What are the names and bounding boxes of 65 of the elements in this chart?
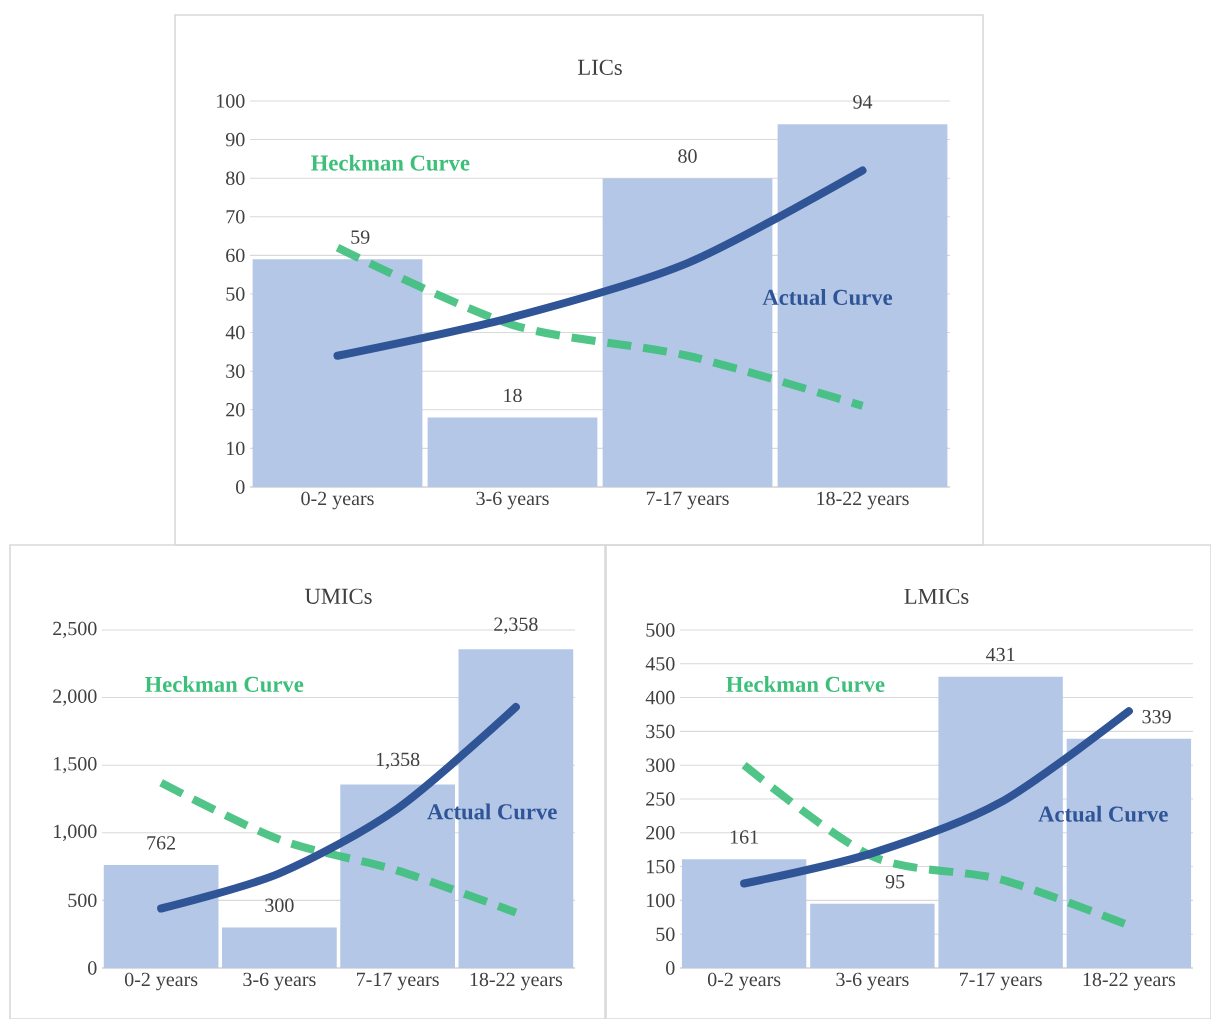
x-tick-label: 0-2 years <box>707 972 781 991</box>
y-tick-label: 350 <box>646 724 675 739</box>
text: Heckman Curve <box>144 676 304 693</box>
y-tick-label: 1,500 <box>54 757 97 774</box>
y-tick-label: 60 <box>226 248 245 263</box>
x-tick-label: 18-22 years <box>1083 972 1176 991</box>
y-tick-label: 2,000 <box>53 689 97 706</box>
y-tick-label: 0 <box>88 961 97 975</box>
data-label: 2,358 <box>494 617 538 634</box>
x-tick-label: 7-17 years <box>646 491 729 510</box>
data-label: 18 <box>504 388 522 403</box>
y-tick-label: 100 <box>647 893 675 908</box>
y-tick-label: 0 <box>236 480 245 494</box>
text: Heckman Curve <box>311 154 470 171</box>
y-tick-label: 450 <box>645 657 675 671</box>
y-tick-label: 0 <box>666 961 675 975</box>
y-tick-label: 2,500 <box>53 621 97 639</box>
x-tick-label: 3-6 years <box>476 491 549 510</box>
x-tick-label: 18-22 years <box>817 491 909 510</box>
chart-title: LICs <box>577 59 622 75</box>
data-label: 80 <box>678 149 697 163</box>
y-tick-label: 250 <box>646 792 675 806</box>
data-label: 339 <box>1142 710 1171 724</box>
bar <box>222 927 337 968</box>
y-tick-label: 500 <box>646 623 675 637</box>
x-tick-label: 0-2 years <box>301 491 374 510</box>
chart-title: LMICs <box>904 588 969 604</box>
y-tick-label: 100 <box>217 94 245 108</box>
bar <box>810 903 935 968</box>
data-label: 161 <box>730 830 758 844</box>
y-tick-label: 300 <box>646 758 675 772</box>
x-tick-label: 7-17 years <box>357 972 439 991</box>
data-label: 94 <box>853 95 873 109</box>
data-label: 431 <box>986 647 1015 662</box>
data-label: 1,358 <box>376 752 420 769</box>
y-tick-label: 20 <box>226 403 245 417</box>
x-tick-label: 3-6 years <box>836 972 909 991</box>
x-tick-label: 3-6 years <box>243 972 316 991</box>
y-tick-label: 150 <box>647 859 675 874</box>
bar <box>427 417 598 487</box>
data-label: 95 <box>885 874 905 889</box>
y-tick-label: 50 <box>226 287 245 301</box>
y-tick-label: 200 <box>646 826 675 840</box>
x-tick-label: 7-17 years <box>960 972 1042 991</box>
x-tick-label: 18-22 years <box>470 972 563 991</box>
y-tick-label: 1,000 <box>54 824 97 841</box>
y-tick-label: 80 <box>226 171 245 185</box>
y-tick-label: 10 <box>227 441 245 456</box>
y-tick-label: 30 <box>226 364 245 378</box>
y-tick-label: 50 <box>656 927 675 941</box>
data-label: 300 <box>265 898 294 913</box>
y-tick-label: 400 <box>645 690 675 705</box>
text: Heckman Curve <box>726 676 885 693</box>
chart-title: UMICs <box>304 588 372 604</box>
y-tick-label: 70 <box>226 210 245 224</box>
bar <box>681 859 807 968</box>
y-tick-label: 40 <box>225 325 245 340</box>
data-label: 59 <box>351 230 370 244</box>
x-tick-label: 0-2 years <box>124 972 198 991</box>
bar <box>252 259 423 487</box>
bar <box>103 864 219 968</box>
data-label: 762 <box>147 836 176 850</box>
text: Actual Curve <box>762 289 893 306</box>
y-tick-label: 500 <box>68 893 97 908</box>
y-tick-label: 90 <box>225 132 245 147</box>
